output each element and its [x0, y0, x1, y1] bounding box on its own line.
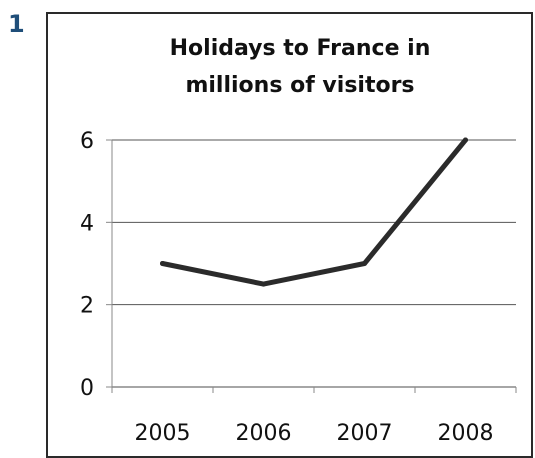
data-point [160, 261, 165, 266]
y-tick-label: 2 [80, 294, 94, 319]
y-tick-label: 4 [80, 211, 94, 236]
x-tick-label: 2007 [337, 421, 393, 446]
series-line-0 [160, 137, 468, 287]
tick-labels: 0 2 4 6 2005 2006 2007 2008 [80, 129, 494, 446]
figure-number: 1 [8, 10, 25, 38]
axes [106, 139, 517, 393]
chart-title-line-1: Holidays to France in [170, 36, 431, 61]
x-tick-label: 2005 [135, 421, 191, 446]
series-layer [160, 137, 468, 287]
data-point [463, 137, 468, 143]
gridlines [112, 139, 516, 306]
x-tick-label: 2006 [236, 421, 292, 446]
x-tick-label: 2008 [438, 421, 494, 446]
data-point [362, 261, 367, 266]
y-tick-label: 6 [80, 129, 94, 154]
y-tick-label: 0 [80, 376, 94, 401]
chart-title-line-2: millions of visitors [185, 73, 414, 98]
data-point [261, 281, 266, 287]
